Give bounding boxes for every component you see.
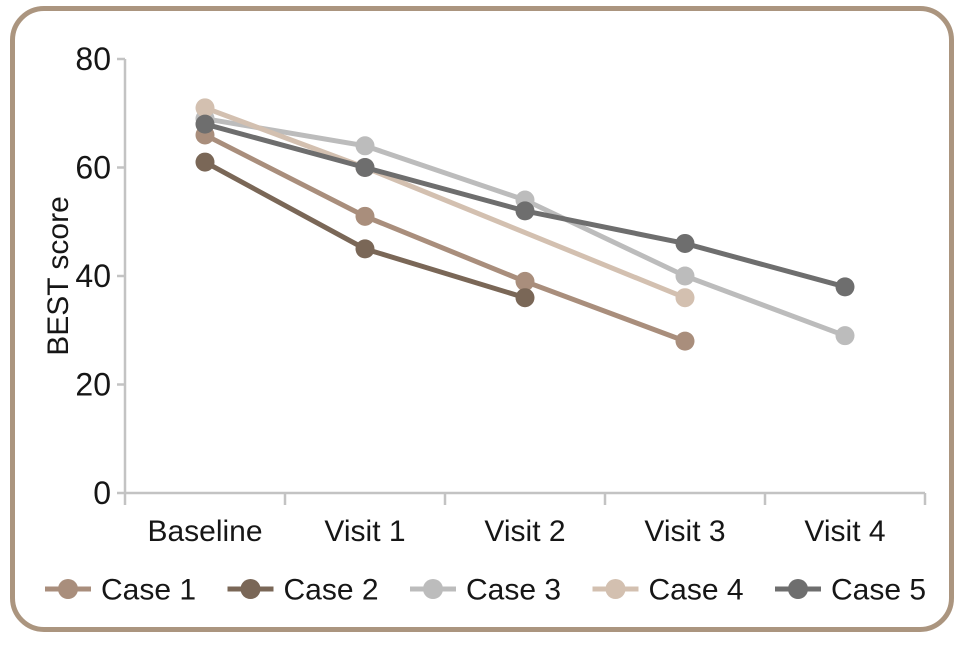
series-marker-case-2 bbox=[515, 288, 535, 308]
y-axis-title: BEST score bbox=[42, 196, 75, 356]
series-marker-case-3 bbox=[835, 326, 855, 346]
x-tick-label: Baseline bbox=[147, 515, 262, 548]
legend-label: Case 5 bbox=[831, 574, 926, 607]
y-tick-label: 0 bbox=[93, 475, 111, 511]
legend-label: Case 4 bbox=[649, 574, 744, 607]
y-tick-label: 20 bbox=[75, 367, 111, 403]
x-tick-label: Visit 3 bbox=[644, 515, 725, 548]
legend-swatch-marker bbox=[788, 579, 808, 599]
series-marker-case-1 bbox=[515, 271, 535, 291]
legend-swatch-marker bbox=[240, 579, 261, 599]
x-tick-label: Visit 1 bbox=[324, 515, 405, 548]
series-marker-case-2 bbox=[195, 152, 215, 172]
y-tick-label: 80 bbox=[75, 41, 111, 77]
series-marker-case-5 bbox=[835, 277, 855, 297]
x-tick-label: Visit 2 bbox=[484, 515, 565, 548]
legend-item-case-5[interactable]: Case 5 bbox=[775, 574, 926, 607]
series-marker-case-5 bbox=[515, 201, 535, 221]
legend-item-case-1[interactable]: Case 1 bbox=[45, 574, 196, 607]
series-marker-case-1 bbox=[675, 331, 695, 351]
legend-item-case-4[interactable]: Case 4 bbox=[592, 574, 744, 607]
legend-swatch-marker bbox=[605, 579, 626, 599]
legend-swatch-marker bbox=[58, 579, 78, 599]
y-tick-label: 40 bbox=[75, 258, 111, 294]
legend-item-case-2[interactable]: Case 2 bbox=[227, 574, 379, 607]
series-marker-case-1 bbox=[355, 206, 375, 226]
legend-item-case-3[interactable]: Case 3 bbox=[410, 574, 561, 607]
series-marker-case-5 bbox=[675, 233, 695, 253]
legend-swatch-marker bbox=[423, 579, 443, 599]
series-marker-case-3 bbox=[355, 136, 375, 156]
legend-label: Case 1 bbox=[101, 574, 196, 607]
y-tick-label: 60 bbox=[75, 150, 111, 186]
legend-label: Case 3 bbox=[466, 574, 561, 607]
series-marker-case-3 bbox=[675, 266, 695, 286]
series-marker-case-2 bbox=[355, 239, 375, 259]
series-marker-case-5 bbox=[355, 158, 375, 177]
series-marker-case-4 bbox=[675, 288, 695, 308]
series-line-case-1 bbox=[203, 132, 686, 344]
legend-label: Case 2 bbox=[284, 574, 379, 607]
series-marker-case-5 bbox=[195, 114, 215, 134]
x-tick-label: Visit 4 bbox=[804, 515, 885, 548]
series-marker-case-4 bbox=[195, 98, 215, 118]
